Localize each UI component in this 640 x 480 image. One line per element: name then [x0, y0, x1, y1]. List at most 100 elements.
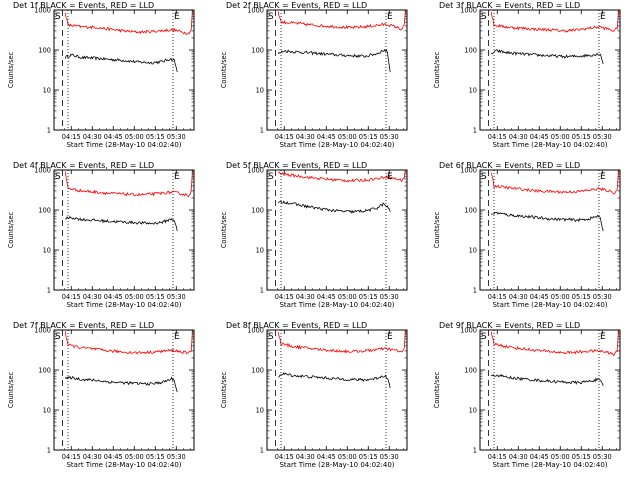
y-tick-label: 1000 [460, 327, 477, 335]
x-tick-label: 05:30 [593, 133, 612, 141]
chart-panel-2: Det 2f BLACK = Events, RED = LLD S E 1 10 100… [220, 1, 408, 149]
plot-area [490, 10, 619, 65]
series-events-line [277, 48, 391, 73]
x-tick-label: 04:30 [83, 133, 102, 141]
y-tick-label: 10 [43, 407, 51, 415]
chart-title: Det 8f BLACK = Events, RED = LLD [226, 321, 367, 330]
x-tick-label: 04:45 [317, 133, 336, 141]
y-tick-label: 1 [47, 287, 51, 295]
series-events-line [65, 215, 178, 231]
x-tick-label: 05:15 [359, 453, 378, 461]
x-tick-label: 04:45 [530, 453, 549, 461]
y-tick-label: 1 [473, 447, 477, 455]
y-tick-label: 100 [251, 207, 264, 215]
chart-panel-5: Det 5f BLACK = Events, RED = LLD S E 1 10 100… [220, 161, 408, 309]
x-tick-label: 05:15 [359, 293, 378, 301]
chart-title: Det 2f BLACK = Events, RED = LLD [226, 1, 367, 10]
end-marker: E [387, 172, 393, 182]
x-tick-label: 05:30 [593, 453, 612, 461]
start-marker: S [268, 172, 274, 182]
series-events-line [490, 49, 604, 65]
y-tick-label: 1000 [247, 7, 264, 15]
x-tick-label: 04:30 [83, 453, 102, 461]
end-marker: E [387, 332, 393, 342]
chart-panel-8: Det 8f BLACK = Events, RED = LLD S E 1 10 100… [220, 321, 408, 469]
series-events-line [278, 371, 391, 389]
y-tick-label: 1 [260, 287, 264, 295]
series-events-line [64, 53, 178, 73]
axes-frame [479, 9, 621, 131]
y-axis-label: Counts/sec [220, 211, 228, 248]
plot-area [277, 10, 406, 73]
series-lld-line [490, 170, 619, 195]
y-axis-label: Counts/sec [433, 371, 441, 408]
plot-area [64, 330, 193, 393]
y-axis-label: Counts/sec [7, 371, 15, 408]
y-axis-label: Counts/sec [7, 51, 15, 88]
axes-frame [53, 329, 195, 451]
x-tick-label: 04:45 [104, 293, 123, 301]
y-tick-label: 1 [47, 447, 51, 455]
y-axis-label: Counts/sec [220, 371, 228, 408]
x-tick-label: 05:30 [380, 133, 399, 141]
y-tick-label: 1 [473, 287, 477, 295]
x-tick-label: 04:45 [104, 133, 123, 141]
x-axis-label: Start Time (28-May-10 04:02:40) [66, 301, 181, 309]
chart-panel-7: Det 7f BLACK = Events, RED = LLD S E 1 10 100… [7, 321, 195, 469]
x-tick-label: 05:30 [380, 293, 399, 301]
y-tick-label: 1000 [34, 167, 51, 175]
y-tick-label: 1000 [460, 7, 477, 15]
series-events-line [277, 200, 391, 215]
x-axis-label: Start Time (28-May-10 04:02:40) [279, 461, 394, 469]
start-marker: S [481, 332, 487, 342]
plot-area [490, 330, 619, 387]
start-marker: S [55, 12, 61, 22]
start-marker: S [55, 172, 61, 182]
y-tick-label: 10 [256, 247, 264, 255]
end-marker: E [174, 332, 180, 342]
y-axis-label: Counts/sec [433, 51, 441, 88]
y-tick-label: 100 [464, 207, 477, 215]
x-tick-label: 04:30 [509, 453, 528, 461]
x-tick-label: 05:30 [167, 453, 186, 461]
plot-area [277, 170, 406, 215]
chart-panel-1: Det 1f BLACK = Events, RED = LLD S E 1 10 100… [7, 1, 195, 149]
start-marker: S [268, 12, 274, 22]
series-lld-line [64, 10, 193, 35]
end-marker: E [600, 332, 606, 342]
x-tick-label: 05:00 [338, 133, 357, 141]
x-tick-label: 04:45 [530, 293, 549, 301]
plot-area [64, 170, 193, 231]
x-axis-label: Start Time (28-May-10 04:02:40) [492, 301, 607, 309]
chart-panel-4: Det 4f BLACK = Events, RED = LLD S E 1 10 100… [7, 161, 195, 309]
y-tick-label: 10 [469, 407, 477, 415]
y-tick-label: 1000 [34, 327, 51, 335]
x-axis-label: Start Time (28-May-10 04:02:40) [279, 301, 394, 309]
x-tick-label: 05:30 [380, 453, 399, 461]
x-tick-label: 04:30 [296, 453, 315, 461]
x-tick-label: 04:15 [488, 293, 507, 301]
series-events-line [64, 375, 178, 393]
x-axis-label: Start Time (28-May-10 04:02:40) [492, 141, 607, 149]
y-tick-label: 100 [38, 207, 51, 215]
x-tick-label: 04:30 [509, 293, 528, 301]
chart-title: Det 4f BLACK = Events, RED = LLD [13, 161, 154, 170]
axes-frame [266, 329, 408, 451]
chart-title: Det 9f BLACK = Events, RED = LLD [439, 321, 580, 330]
y-tick-label: 1 [473, 127, 477, 135]
start-marker: S [481, 12, 487, 22]
y-tick-label: 100 [38, 47, 51, 55]
x-tick-label: 04:45 [317, 453, 336, 461]
axes-frame [53, 169, 195, 291]
x-tick-label: 04:15 [62, 453, 81, 461]
series-events-line [491, 211, 604, 232]
y-tick-label: 1000 [460, 167, 477, 175]
chart-panel-9: Det 9f BLACK = Events, RED = LLD S E 1 10 100… [433, 321, 621, 469]
x-tick-label: 04:30 [296, 293, 315, 301]
x-tick-label: 05:15 [572, 453, 591, 461]
x-tick-label: 04:15 [275, 453, 294, 461]
y-axis-label: Counts/sec [7, 211, 15, 248]
plot-area [64, 10, 193, 73]
y-tick-label: 1000 [247, 327, 264, 335]
